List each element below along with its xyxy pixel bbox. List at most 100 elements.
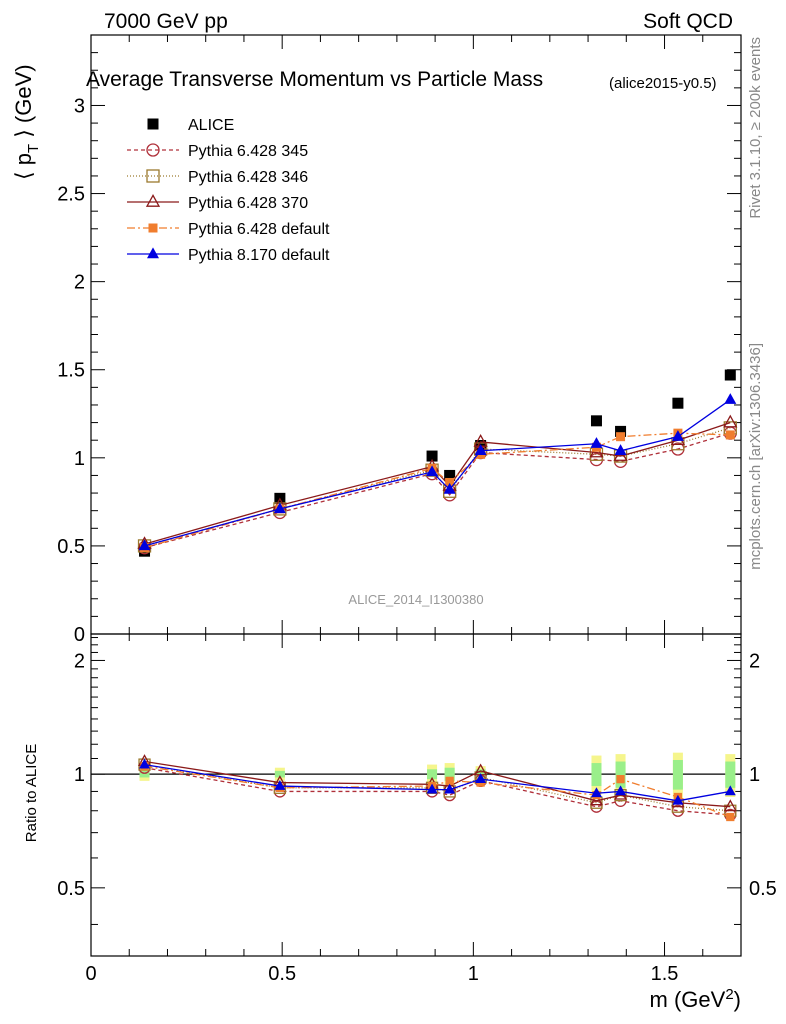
legend-entry-3: Pythia 6.428 370 [127, 194, 308, 212]
marker [615, 425, 627, 437]
marker [614, 444, 627, 455]
legend-label: Pythia 6.428 370 [188, 195, 308, 212]
ratio-y-tick-label-right: 1 [749, 764, 760, 786]
legend-label: Pythia 6.428 346 [188, 169, 308, 186]
main-series-3 [137, 414, 738, 549]
band-green [427, 769, 438, 780]
band-green [672, 760, 683, 790]
plot-subtitle: (alice2015-y0.5) [609, 75, 717, 92]
band-green [139, 770, 150, 778]
legend-entry-5: Pythia 8.170 default [127, 247, 330, 264]
ratio-y-tick-label: 0.5 [57, 878, 85, 900]
main-series-0 [139, 369, 736, 557]
y-tick-label: 2.5 [57, 184, 85, 206]
series-line [144, 432, 731, 549]
x-tick-label: 0 [85, 963, 96, 985]
marker [443, 482, 456, 494]
marker [445, 776, 454, 785]
series-line [144, 421, 731, 545]
legend-entry-0: ALICE [147, 117, 234, 134]
ratio-axis-ticks: 0.5 0.5 1 1 2 2 0 0.5 1 1.5 [57, 634, 777, 985]
legend-entry-4: Pythia 6.428 default [127, 221, 330, 238]
marker [444, 783, 456, 794]
marker [444, 469, 456, 481]
main-series-2 [137, 421, 737, 553]
x-tick-label: 1.5 [651, 963, 679, 985]
legend-label: Pythia 6.428 345 [188, 143, 308, 160]
main-ylabel: ⟨ pT ⟩ (GeV) [11, 64, 42, 180]
y-tick-label: 0 [74, 624, 85, 646]
category-label: Soft QCD [643, 10, 733, 33]
marker [726, 812, 735, 822]
x-axis-label: m (GeV2) [650, 986, 741, 1012]
mcplots-label: mcplots.cern.ch [arXiv:1306.3436] [747, 343, 764, 570]
legend: ALICE Pythia 6.428 345 Pythia 6.428 346 Pyt… [127, 117, 330, 264]
marker [146, 143, 160, 157]
marker [445, 477, 455, 487]
main-series [137, 369, 738, 557]
marker [616, 432, 626, 442]
marker [146, 169, 160, 183]
band-green [615, 761, 626, 788]
marker [147, 118, 159, 130]
marker [672, 397, 684, 409]
svg-text:⟨ pT ⟩ (GeV): ⟨ pT ⟩ (GeV) [11, 64, 42, 180]
marker [723, 799, 737, 812]
ratio-ylabel: Ratio to ALICE [23, 744, 40, 842]
marker [274, 780, 286, 790]
marker [475, 773, 487, 783]
marker [672, 794, 684, 805]
marker [590, 437, 603, 448]
marker [724, 785, 736, 796]
marker [273, 502, 286, 514]
energy-label: 7000 GeV pp [104, 10, 228, 33]
y-tick-label: 1.5 [57, 360, 85, 382]
series-line [144, 432, 731, 549]
legend-label: Pythia 8.170 default [188, 247, 330, 264]
ratio-y-tick-label: 2 [74, 650, 85, 672]
main-series-4 [140, 428, 735, 553]
main-axis-ticks: 0 0.5 1 1.5 2 2.5 3 [57, 35, 742, 646]
marker [616, 775, 625, 784]
legend-entry-2: Pythia 6.428 346 [127, 169, 308, 186]
legend-label: ALICE [188, 117, 234, 134]
legend-entry-1: Pythia 6.428 345 [127, 143, 308, 160]
marker [148, 223, 158, 233]
plot-title: Average Transverse Momentum vs Particle … [86, 68, 543, 91]
marker [590, 787, 602, 798]
marker [426, 465, 439, 477]
marker [138, 539, 151, 551]
marker [725, 430, 735, 440]
y-tick-label: 2 [74, 272, 85, 294]
y-tick-label: 0.5 [57, 536, 85, 558]
band-green [725, 761, 736, 788]
main-series-1 [137, 426, 737, 555]
marker [723, 414, 738, 428]
marker [615, 785, 627, 796]
x-tick-label: 1 [468, 963, 479, 985]
marker [724, 369, 736, 381]
rivet-label: Rivet 3.1.10, ≥ 200k events [747, 37, 764, 219]
marker [426, 450, 438, 462]
band-green [274, 770, 285, 778]
band-green [591, 763, 602, 787]
ratio-panel-frame [90, 633, 742, 957]
marker [426, 783, 438, 794]
main-series-5 [138, 393, 737, 551]
y-tick-label: 3 [74, 95, 85, 117]
ratio-y-tick-label-right: 2 [749, 650, 760, 672]
marker [671, 430, 684, 441]
analysis-watermark: ALICE_2014_I1300380 [348, 592, 483, 607]
marker [590, 415, 602, 427]
ratio-y-tick-label: 1 [74, 764, 85, 786]
band-green [444, 767, 455, 781]
y-tick-label: 1 [74, 448, 85, 470]
marker [474, 444, 487, 455]
marker [724, 393, 737, 404]
marker [589, 793, 604, 806]
ratio-series [137, 754, 737, 822]
ratio-y-tick-label-right: 0.5 [749, 878, 777, 900]
marker [147, 247, 159, 259]
marker [145, 194, 161, 207]
